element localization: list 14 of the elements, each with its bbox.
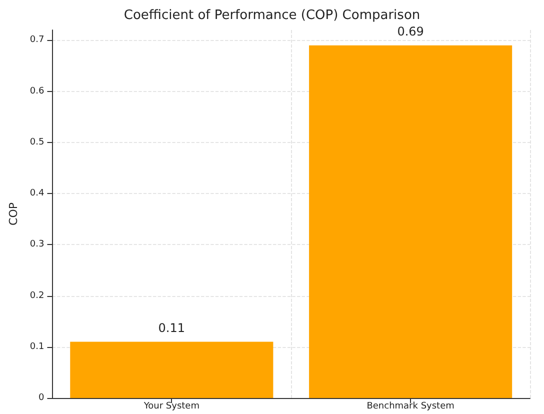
x-tick-label: Your System (142, 402, 200, 412)
y-tick-label: 0.5 (30, 137, 44, 148)
y-tick-label: 0.6 (30, 86, 44, 96)
x-tick-label: Benchmark System (366, 402, 454, 412)
data-label: 0.69 (397, 24, 424, 38)
y-tick-label: 0.7 (30, 35, 44, 46)
y-tick-label: 0.4 (30, 188, 44, 199)
y-tick-label: 0.1 (30, 342, 44, 352)
y-axis-title: COP (7, 202, 20, 226)
y-tick-label: 0 (38, 393, 44, 403)
y-tick-label: 0.3 (30, 240, 44, 250)
chart-title: Coefficient of Performance (COP) Comparison (124, 8, 420, 23)
data-label: 0.11 (158, 320, 186, 335)
y-tick-label: 0.2 (30, 290, 44, 301)
